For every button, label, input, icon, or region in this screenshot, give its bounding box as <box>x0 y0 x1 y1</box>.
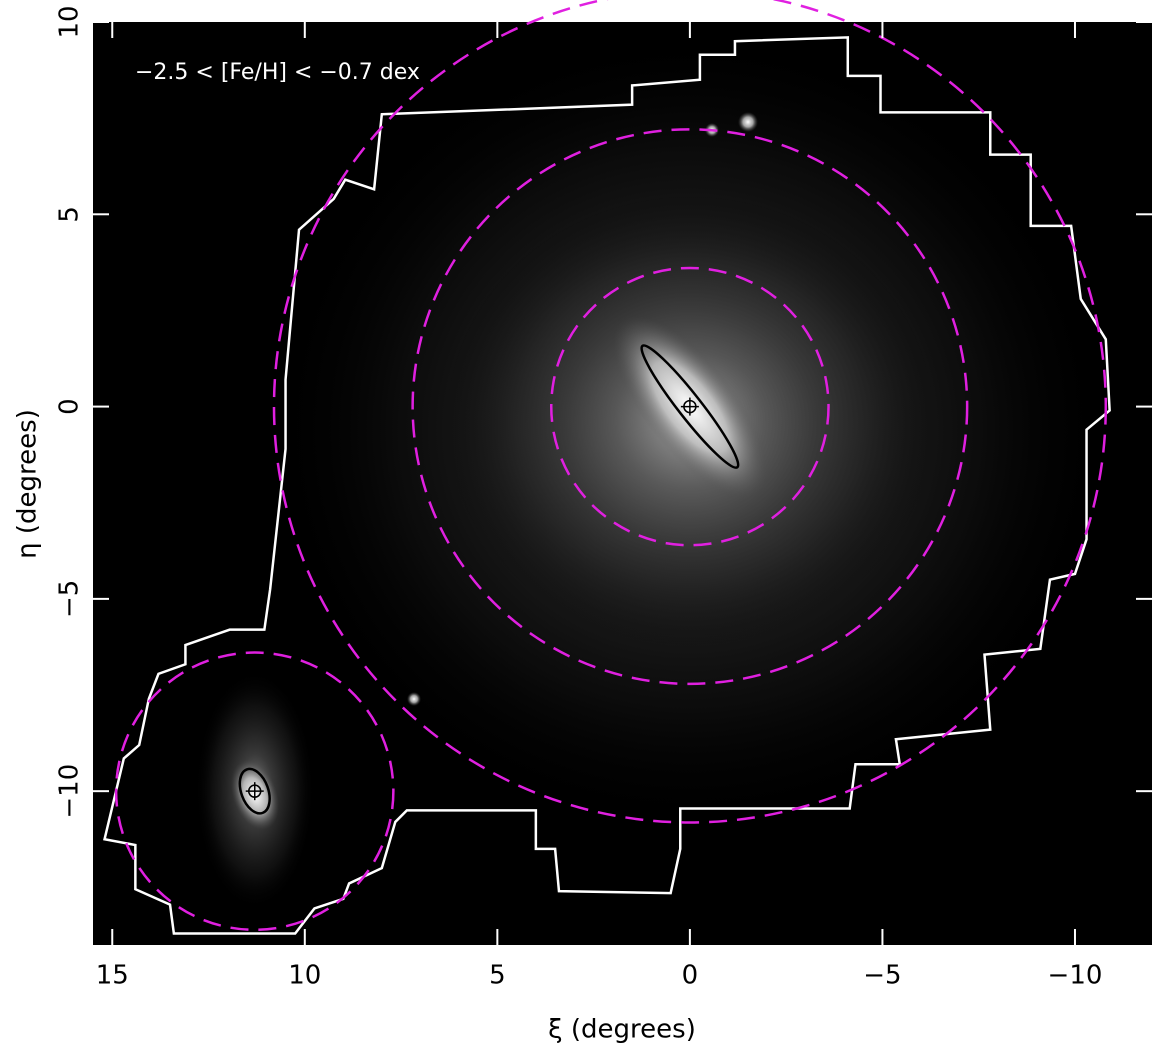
x-tick-label: −10 <box>1048 961 1103 991</box>
x-tick-label: −5 <box>863 961 901 991</box>
x-tick-label: 5 <box>489 961 506 991</box>
galaxy-ellipse <box>640 344 740 469</box>
y-tick-label: 10 <box>55 5 85 38</box>
radius-circle <box>272 0 1107 824</box>
x-tick-label: 15 <box>96 961 129 991</box>
survey-footprint <box>103 36 1111 935</box>
annotation: −2.5 < [Fe/H] < −0.7 dex <box>135 60 420 85</box>
y-tick-label: 5 <box>55 206 85 223</box>
y-tick-label: −10 <box>55 764 85 819</box>
satellite <box>738 112 758 132</box>
satellite <box>407 692 421 706</box>
y-tick-label: −5 <box>55 580 85 618</box>
radius-circle <box>550 266 830 547</box>
x-tick-label: 10 <box>288 961 321 991</box>
y-tick-label: 0 <box>55 398 85 415</box>
y-axis-label: η (degrees) <box>13 409 43 559</box>
x-axis-label: ξ (degrees) <box>548 1015 696 1045</box>
x-tick-label: 0 <box>682 961 699 991</box>
radius-circle <box>411 128 969 686</box>
galaxy-ellipse <box>238 767 271 815</box>
radius-circle <box>114 651 395 932</box>
density-image <box>195 30 1110 910</box>
